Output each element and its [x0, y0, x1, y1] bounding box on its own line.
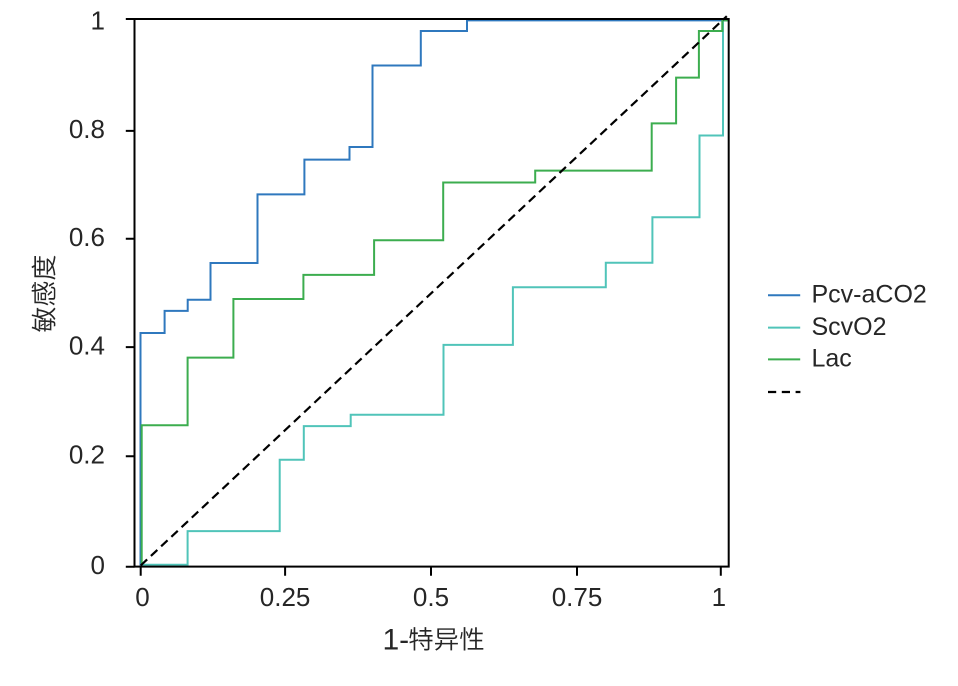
svg-text:0.5: 0.5: [413, 582, 449, 612]
svg-text:0.75: 0.75: [552, 582, 603, 612]
svg-text:0.4: 0.4: [69, 330, 105, 360]
svg-text:Lac: Lac: [812, 345, 852, 373]
svg-text:0.8: 0.8: [69, 114, 105, 144]
svg-text:1: 1: [712, 582, 726, 612]
svg-text:0.25: 0.25: [260, 582, 311, 612]
svg-text:1: 1: [91, 5, 105, 35]
svg-text:Pcv-aCO2: Pcv-aCO2: [812, 281, 927, 309]
svg-text:ScvO2: ScvO2: [812, 313, 887, 341]
svg-text:0.6: 0.6: [69, 222, 105, 252]
svg-text:0: 0: [91, 550, 105, 580]
svg-text:0: 0: [135, 582, 149, 612]
svg-text:1-: 1-: [383, 624, 410, 657]
svg-text:0.2: 0.2: [69, 440, 105, 470]
